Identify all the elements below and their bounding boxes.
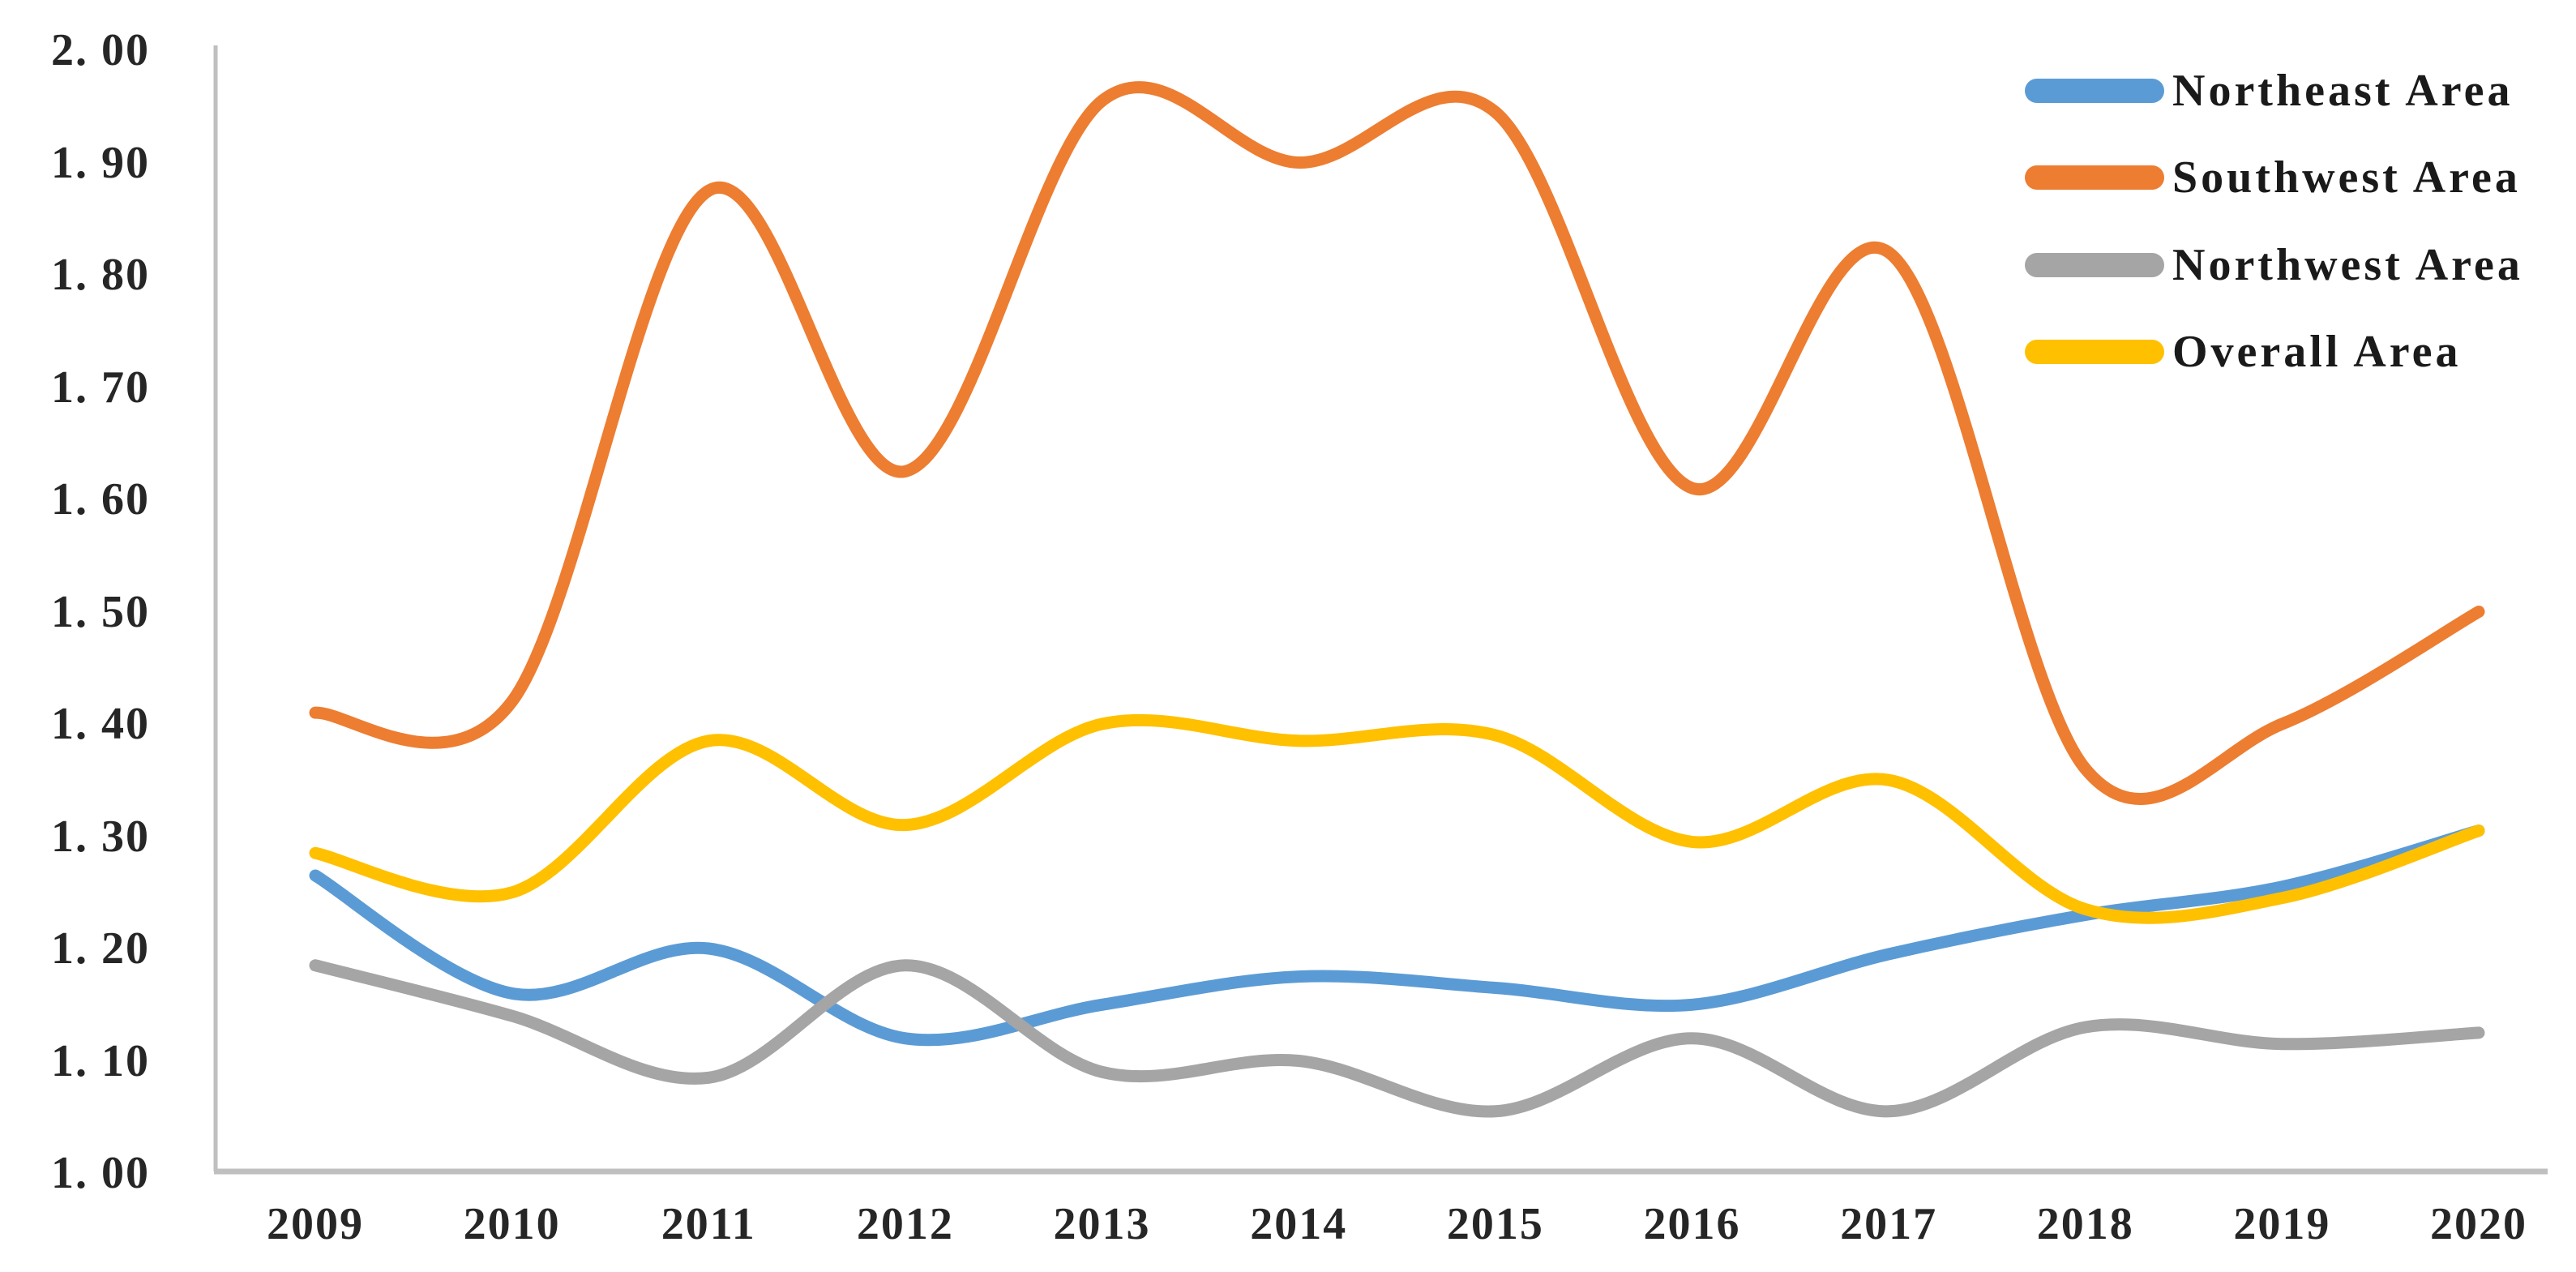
y-tick-label: 1. 00 xyxy=(51,1148,150,1198)
series-line-northwest-area xyxy=(309,959,2485,1118)
series-group xyxy=(309,81,2485,1118)
x-tick-label: 2009 xyxy=(267,1199,364,1249)
x-tick-label: 2011 xyxy=(661,1199,756,1249)
x-tick-label: 2018 xyxy=(2036,1199,2134,1249)
series-line-overall-area xyxy=(309,713,2485,924)
legend-label: Overall Area xyxy=(2172,327,2462,377)
y-tick-label: 1. 50 xyxy=(51,586,150,637)
y-tick-label: 1. 60 xyxy=(51,474,150,525)
y-tick-label: 1. 20 xyxy=(51,923,150,974)
x-tick-label: 2013 xyxy=(1053,1199,1151,1249)
y-tick-label: 1. 40 xyxy=(51,699,150,749)
series-line-northeast-area xyxy=(309,824,2485,1047)
legend-item: Overall Area xyxy=(2025,329,2461,375)
y-tick-label: 2. 00 xyxy=(51,25,150,75)
y-tick-label: 1. 80 xyxy=(51,250,150,300)
legend-swatch-northeast-icon xyxy=(2025,79,2164,103)
legend-item: Northwest Area xyxy=(2025,242,2523,288)
x-tick-label: 2017 xyxy=(1840,1199,1938,1249)
y-tick-label: 1. 30 xyxy=(51,811,150,862)
legend-swatch-northwest-icon xyxy=(2025,253,2164,277)
x-tick-label: 2020 xyxy=(2430,1199,2528,1249)
legend-item: Southwest Area xyxy=(2025,155,2521,200)
y-tick-label: 1. 10 xyxy=(51,1035,150,1086)
series-line-southwest-area xyxy=(309,81,2485,805)
legend-label: Southwest Area xyxy=(2172,152,2521,203)
legend-label: Northwest Area xyxy=(2172,240,2523,290)
x-tick-label: 2010 xyxy=(463,1199,561,1249)
legend-label: Northeast Area xyxy=(2172,66,2514,116)
legend-swatch-southwest-icon xyxy=(2025,165,2164,190)
x-tick-label: 2014 xyxy=(1250,1199,1348,1249)
x-tick-label: 2016 xyxy=(1643,1199,1741,1249)
legend-item: Northeast Area xyxy=(2025,68,2513,113)
x-tick-label: 2012 xyxy=(856,1199,954,1249)
legend-swatch-overall-icon xyxy=(2025,340,2164,364)
x-tick-label: 2019 xyxy=(2233,1199,2331,1249)
y-tick-label: 1. 90 xyxy=(51,137,150,188)
x-tick-label: 2015 xyxy=(1446,1199,1544,1249)
y-tick-label: 1. 70 xyxy=(51,362,150,413)
